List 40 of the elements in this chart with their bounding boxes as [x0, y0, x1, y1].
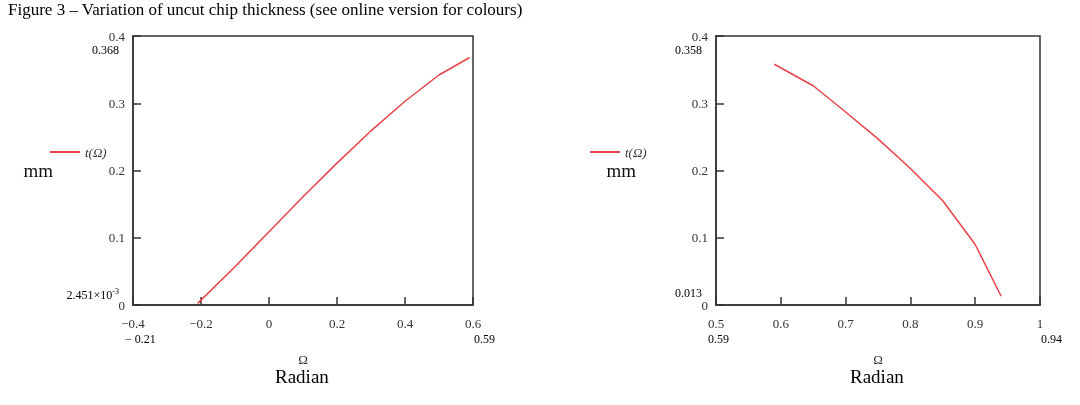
x-axis-title: Ω: [298, 352, 308, 367]
y-axis-title: mm: [23, 160, 54, 181]
line-series: [773, 63, 1002, 298]
y-tick-label: 0.2: [108, 163, 125, 178]
y-tick-label: 0.3: [108, 95, 125, 111]
y-tick-label: 0.4: [108, 28, 126, 44]
chart-title: Figure 3 – Variation of uncut chip thickness (see online version for colours): [8, 0, 523, 20]
y-tick-label: 0: [701, 297, 708, 313]
x-tick-label: 0.5: [707, 316, 725, 331]
text: Radian: [275, 366, 330, 387]
text: 0.013: [675, 286, 702, 300]
legend-label: t(Ω): [85, 144, 107, 160]
text: 0.368: [92, 43, 119, 57]
text: Radian: [850, 366, 905, 387]
x-tick-label: 0.2: [328, 316, 346, 331]
x-tick-label: 0.9: [967, 316, 984, 331]
y-tick-label: 0.1: [108, 230, 125, 246]
x-tick-label: 0.7: [837, 316, 855, 331]
x-tick-label: 0.4: [396, 316, 414, 331]
x-tick-label: 0.6: [772, 316, 790, 331]
y-tick-label: 0.4: [691, 28, 709, 44]
x-tick-label: 1: [1036, 316, 1044, 331]
text: 0.94: [1041, 332, 1062, 346]
text: 0.358: [675, 43, 702, 57]
text: − 0.21: [125, 332, 156, 346]
y-axis-title: mm: [606, 160, 637, 181]
x-tick-label: −0.2: [189, 316, 213, 331]
y-tick-label: 0.3: [691, 95, 708, 111]
legend-label: t(Ω): [625, 144, 647, 160]
x-axis-title: Ω: [873, 352, 883, 367]
y-tick-label: 0: [118, 297, 125, 313]
text: 0.59: [474, 332, 495, 346]
x-tick-label: 0: [265, 316, 273, 331]
line-series: [196, 56, 471, 305]
x-tick-label: 0.6: [464, 316, 482, 331]
text: 0.59: [708, 332, 729, 346]
x-tick-label: −0.4: [121, 316, 146, 331]
y-tick-label: 0.2: [691, 163, 708, 178]
x-tick-label: 0.8: [902, 316, 919, 331]
y-tick-label: 0.1: [691, 230, 708, 246]
